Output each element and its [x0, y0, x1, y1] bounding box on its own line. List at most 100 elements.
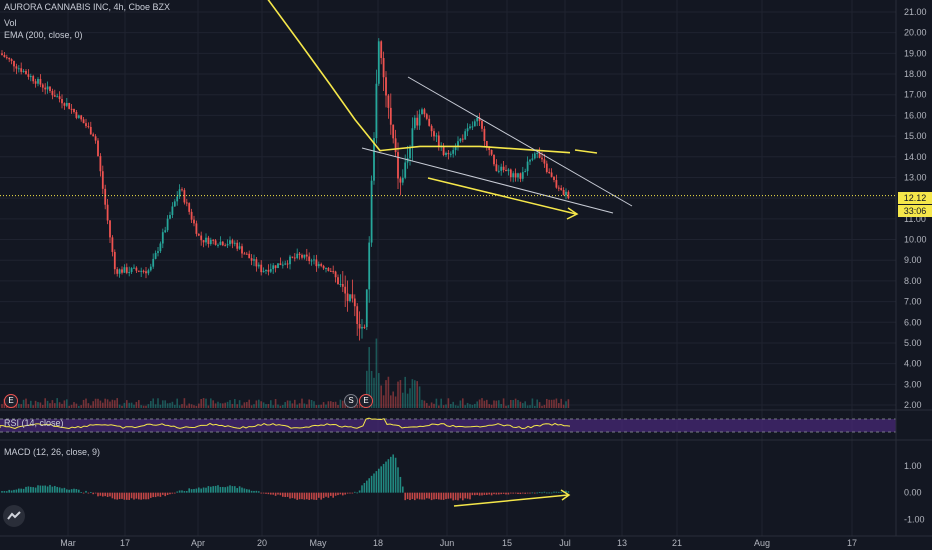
candle-body: [39, 78, 42, 85]
volume-bar: [97, 398, 99, 408]
volume-bar: [325, 404, 327, 408]
volume-bar: [75, 403, 78, 408]
candle-body: [281, 264, 284, 266]
macd-histogram-bar: [373, 473, 375, 493]
candle-body: [332, 271, 335, 273]
candle-body: [205, 237, 207, 243]
price-tick-label: 2.00: [904, 400, 922, 410]
candle-body: [454, 147, 457, 151]
candle-body: [387, 95, 390, 108]
candle-body: [536, 152, 539, 154]
macd-histogram-bar: [169, 492, 171, 495]
macd-histogram-bar: [34, 487, 37, 493]
macd-histogram-bar: [260, 492, 262, 494]
macd-histogram-bar: [63, 487, 66, 493]
volume-bar: [78, 405, 80, 408]
volume-bar: [433, 403, 435, 408]
candle-body: [495, 164, 498, 172]
volume-bar: [54, 403, 56, 408]
candle-body: [161, 232, 164, 244]
macd-histogram-bar: [303, 492, 306, 500]
macd-histogram-bar: [510, 492, 512, 494]
volume-bar: [320, 404, 322, 408]
macd-histogram-bar: [507, 492, 510, 495]
candle-body: [58, 96, 61, 100]
candle-body: [279, 263, 282, 266]
volume-bar: [286, 400, 289, 408]
candle-body: [493, 154, 495, 165]
volume-bar: [342, 400, 344, 408]
candle-body: [478, 117, 481, 121]
macd-legend: MACD (12, 26, close, 9): [4, 447, 101, 457]
volume-bar: [548, 399, 550, 408]
macd-histogram-bar: [282, 492, 284, 497]
time-tick-label: 13: [617, 538, 627, 548]
macd-histogram-bar: [20, 488, 22, 493]
volume-bar: [370, 370, 373, 408]
candle-body: [226, 244, 229, 246]
macd-histogram-bar: [459, 492, 462, 499]
candle-body: [248, 253, 251, 259]
ema-line: [267, 0, 571, 154]
macd-histogram-bar: [212, 486, 214, 493]
candle-body: [457, 141, 459, 148]
earnings-event-icon[interactable]: E: [4, 394, 18, 408]
price-tick-label: 18.00: [904, 69, 927, 79]
macd-histogram-bar: [267, 492, 270, 495]
candle-body: [341, 284, 344, 287]
volume-bar: [447, 398, 450, 408]
candle-body: [97, 140, 99, 157]
macd-histogram-bar: [421, 492, 423, 500]
volume-bar: [308, 399, 310, 408]
volume-bar: [188, 403, 190, 408]
split-event-icon[interactable]: S: [344, 394, 358, 408]
candle-body: [80, 115, 83, 120]
candle-body: [15, 66, 18, 69]
macd-histogram-bar: [315, 492, 318, 500]
price-tick-label: 20.00: [904, 28, 927, 38]
macd-histogram-bar: [178, 490, 181, 493]
volume-bar: [272, 405, 274, 408]
macd-histogram-bar: [291, 492, 294, 499]
volume-bar: [164, 400, 166, 408]
volume-bars: [1, 338, 570, 408]
volume-bar: [82, 399, 85, 408]
macd-histogram-bar: [356, 492, 358, 494]
macd-histogram-bar: [486, 492, 488, 495]
macd-histogram-bar: [490, 492, 493, 496]
earnings-event-icon-2[interactable]: E: [359, 394, 373, 408]
volume-bar: [219, 403, 222, 408]
macd-divergence-arrowhead: [560, 489, 571, 501]
macd-histogram-bar: [445, 492, 447, 500]
volume-bar: [495, 400, 498, 408]
macd-histogram-bar: [250, 490, 253, 493]
macd-histogram-bar: [404, 492, 406, 501]
candle-body: [329, 270, 332, 272]
candle-body: [373, 138, 375, 181]
volume-bar: [243, 402, 246, 408]
macd-histogram-bar: [522, 492, 524, 494]
candle-body: [567, 191, 570, 199]
volume-bar: [394, 396, 397, 408]
volume-bar: [478, 399, 481, 408]
volume-bar: [186, 405, 188, 408]
macd-histogram-bar: [478, 492, 481, 496]
volume-bar: [102, 402, 104, 408]
volume-bar: [214, 403, 217, 408]
candle-body: [389, 107, 392, 125]
candle-body: [8, 57, 11, 60]
candle-body: [514, 173, 517, 178]
macd-histogram-bar: [392, 454, 394, 493]
candle-body: [1, 53, 3, 55]
macd-histogram-bar: [102, 492, 104, 497]
macd-histogram-bar: [296, 492, 298, 500]
volume-bar: [481, 398, 483, 408]
candle-body: [123, 267, 126, 273]
volume-bar: [380, 385, 382, 408]
tradingview-logo-icon[interactable]: [3, 505, 25, 527]
volume-bar: [210, 398, 212, 408]
volume-bar: [457, 405, 459, 408]
candle-body: [255, 259, 258, 267]
candle-body: [449, 153, 452, 155]
